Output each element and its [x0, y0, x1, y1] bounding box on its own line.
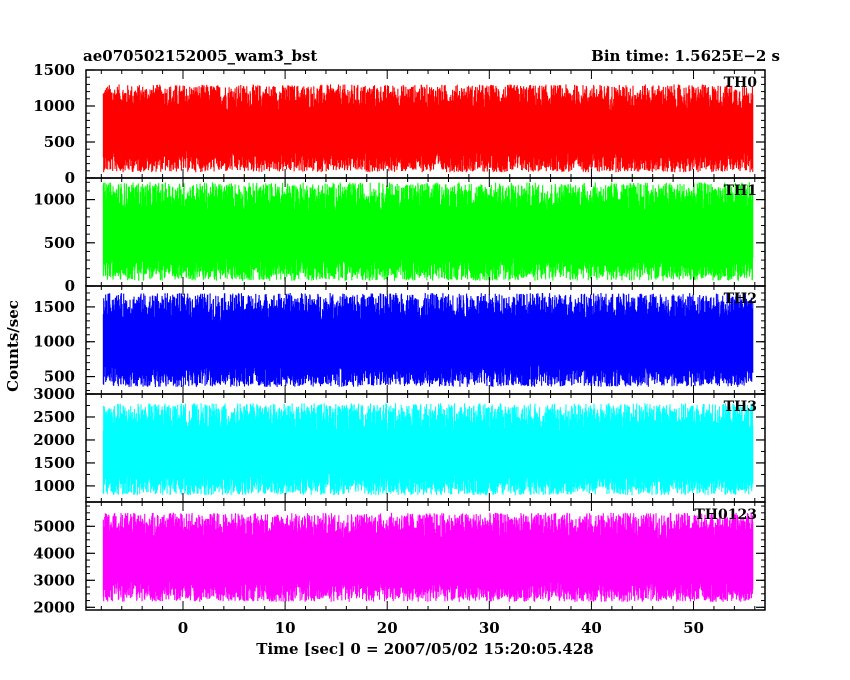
y-tick-label: 1000	[33, 333, 75, 351]
x-axis: 0 10 20 30 40 50	[178, 619, 704, 637]
chart-title: ae070502152005_wam3_bst	[83, 47, 317, 65]
x-tick-label: 20	[377, 619, 398, 637]
panel-th2: 500 1000 1500 TH2	[33, 285, 766, 395]
band-label-th3: TH3	[724, 399, 757, 415]
y-tick-label: 3000	[33, 385, 75, 403]
y-tick-label: 2000	[33, 598, 75, 616]
panel-th0: 0 500 1000 1500 TH0	[33, 61, 766, 187]
series-th0123	[102, 512, 754, 602]
bin-time-label: Bin time: 1.5625E−2 s	[591, 47, 780, 65]
series-th0	[102, 84, 754, 173]
panels: 0 500 1000 1500 TH0 0 500 1000 TH1 500 1000 1500 TH2…	[33, 61, 766, 616]
panel-th0123: 2000 3000 4000 5000 TH0123	[33, 501, 766, 616]
y-tick-label: 1000	[33, 191, 75, 209]
x-axis-label: Time [sec] 0 = 2007/05/02 15:20:05.428	[256, 640, 593, 658]
y-tick-label: 500	[44, 368, 75, 386]
y-tick-label: 500	[44, 234, 75, 252]
y-tick-label: 1500	[33, 454, 75, 472]
y-tick-label: 2000	[33, 431, 75, 449]
y-tick-label: 1500	[33, 61, 75, 79]
x-tick-label: 30	[479, 619, 500, 637]
band-label-th1: TH1	[724, 183, 757, 199]
y-tick-label: 0	[65, 169, 75, 187]
band-label-th0123: TH0123	[694, 507, 757, 523]
series-th3	[102, 403, 754, 496]
series-th1	[102, 182, 754, 281]
x-tick-label: 50	[683, 619, 704, 637]
y-tick-label: 1500	[33, 298, 75, 316]
band-label-th0: TH0	[724, 75, 758, 91]
y-tick-label: 4000	[33, 544, 75, 562]
band-label-th2: TH2	[724, 291, 757, 307]
y-tick-label: 500	[44, 133, 75, 151]
x-tick-label: 0	[178, 619, 188, 637]
x-tick-label: 40	[581, 619, 602, 637]
y-tick-label: 1000	[33, 97, 75, 115]
y-tick-label: 2500	[33, 408, 75, 426]
y-tick-label: 0	[65, 277, 75, 295]
y-tick-label: 5000	[33, 517, 75, 535]
panel-th3: 1000 1500 2000 2500 3000 TH3	[33, 385, 766, 503]
series-th2	[102, 293, 754, 387]
y-tick-label: 3000	[33, 571, 75, 589]
y-axis-label: Counts/sec	[4, 300, 22, 392]
x-tick-label: 10	[275, 619, 296, 637]
panel-frame	[85, 501, 766, 611]
y-tick-label: 1000	[33, 477, 75, 495]
panel-th1: 0 500 1000 TH1	[33, 177, 766, 295]
